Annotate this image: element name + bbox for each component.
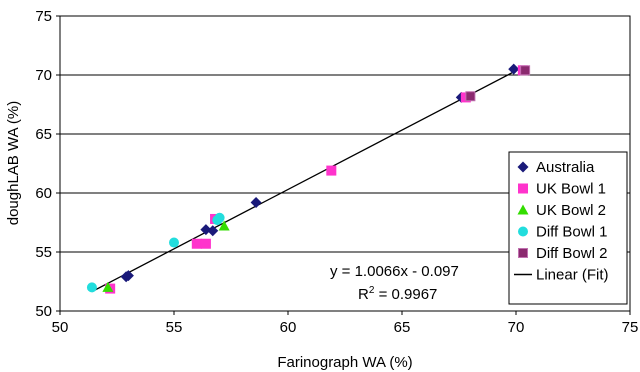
point-uk-bowl-2 <box>218 220 230 231</box>
legend-marker-australia <box>517 161 529 173</box>
legend-label-uk-bowl-1: UK Bowl 1 <box>536 181 606 198</box>
point-australia <box>207 225 219 237</box>
x-tick-label: 60 <box>280 319 297 336</box>
x-tick-label: 75 <box>622 319 639 336</box>
y-tick-label: 55 <box>35 244 52 261</box>
point-australia <box>250 196 262 208</box>
plot-area-border <box>59 15 631 312</box>
point-uk-bowl-1 <box>326 165 337 176</box>
point-uk-bowl-1 <box>191 238 202 249</box>
legend-marker-diff-bowl-2-fill <box>518 248 528 258</box>
y-tick-label: 70 <box>35 67 52 84</box>
point-uk-bowl-2 <box>102 281 114 292</box>
point-diff-bowl-2-fill <box>520 65 531 76</box>
point-australia <box>200 224 212 236</box>
legend-label-diff-bowl-2: Diff Bowl 2 <box>536 245 607 262</box>
point-diff-bowl-1 <box>86 282 97 293</box>
legend-label-australia: Australia <box>536 159 595 176</box>
x-tick-label: 65 <box>394 319 411 336</box>
point-uk-bowl-1 <box>200 238 211 249</box>
x-axis-label: Farinograph WA (%) <box>277 354 412 371</box>
r-squared-superscript: 2 <box>369 285 375 296</box>
point-diff-bowl-2-fill <box>465 91 476 102</box>
legend-marker-diff-bowl-1 <box>518 226 528 237</box>
x-axis-ticks: 50 55 60 65 70 75 <box>52 311 639 336</box>
legend-label-uk-bowl-2: UK Bowl 2 <box>536 202 606 219</box>
y-tick-label: 60 <box>35 185 52 202</box>
point-diff-bowl-2 <box>465 91 476 102</box>
y-tick-label: 65 <box>35 126 52 143</box>
legend: Australia UK Bowl 1 UK Bowl 2 Diff Bowl 1 Di… <box>508 151 628 305</box>
y-axis-ticks: 50 55 60 65 70 75 <box>35 8 60 320</box>
point-diff-bowl-1 <box>214 212 225 223</box>
r-squared-text: R2 = 0.9967 <box>358 285 437 303</box>
legend-marker-uk-bowl-1 <box>518 183 528 194</box>
equation-text: y = 1.0066x - 0.097 <box>330 263 459 280</box>
point-diff-bowl-2 <box>520 65 531 76</box>
x-tick-label: 50 <box>52 319 69 336</box>
point-australia <box>122 270 134 282</box>
legend-marker-uk-bowl-2 <box>517 204 529 215</box>
y-tick-label: 50 <box>35 303 52 320</box>
x-tick-label: 70 <box>508 319 525 336</box>
x-tick-label: 55 <box>166 319 183 336</box>
data-points <box>86 63 531 294</box>
point-australia <box>508 63 520 75</box>
y-tick-label: 75 <box>35 8 52 25</box>
legend-label-linear-fit: Linear (Fit) <box>536 267 609 284</box>
point-diff-bowl-1 <box>169 237 179 248</box>
legend-marker-diff-bowl-2 <box>518 248 528 258</box>
legend-label-diff-bowl-1: Diff Bowl 1 <box>536 224 607 241</box>
trendline <box>91 65 526 293</box>
y-axis-label: doughLAB WA (%) <box>5 101 22 226</box>
legend-box <box>508 151 628 305</box>
